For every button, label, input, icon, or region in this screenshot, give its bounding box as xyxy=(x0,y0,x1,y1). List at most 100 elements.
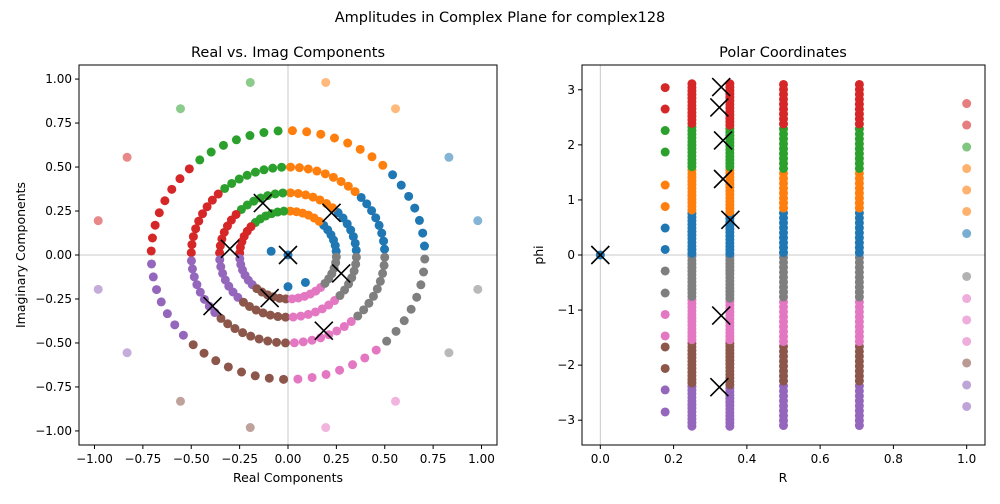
x-tick-label: 0.4 xyxy=(737,452,756,466)
scatter-point xyxy=(353,311,363,321)
scatter-point xyxy=(328,172,338,182)
scatter-point xyxy=(410,203,420,213)
polar-point xyxy=(962,271,972,281)
scatter-point xyxy=(288,312,298,322)
scatter-point xyxy=(348,360,358,370)
scatter-point xyxy=(234,174,244,184)
scatter-point xyxy=(215,241,225,251)
scatter-point xyxy=(315,195,325,205)
polar-panel: Polar Coordinates 0.0 0.2 0.4 0.6 0.8 1.0 −3−… xyxy=(531,45,986,485)
cross-marker xyxy=(202,296,223,316)
scatter-point xyxy=(147,259,157,269)
scatter-point xyxy=(242,170,252,180)
scatter-point xyxy=(419,241,429,251)
polar-x-label: R xyxy=(779,470,788,485)
scatter-point xyxy=(272,337,282,347)
scatter-point xyxy=(216,313,226,323)
scatter-point xyxy=(286,162,296,172)
scatter-point xyxy=(391,104,401,114)
scatter-point xyxy=(332,326,342,336)
scatter-point xyxy=(391,396,401,406)
scatter-point xyxy=(245,423,255,433)
scatter-point xyxy=(160,196,170,206)
scatter-point xyxy=(279,374,289,384)
cross-marker xyxy=(590,245,610,265)
polar-point xyxy=(660,244,670,254)
x-tick-label: 0.8 xyxy=(884,452,903,466)
x-tick-label: 0.25 xyxy=(323,452,350,466)
y-tick-label: 2 xyxy=(567,138,575,152)
cross-marker xyxy=(331,263,351,284)
scatter-point xyxy=(122,152,132,162)
scatter-point xyxy=(287,126,297,136)
scatter-point xyxy=(237,367,247,377)
scatter-point xyxy=(374,220,384,230)
cartesian-x-ticks: −1.00 −0.75 −0.50 −0.25 0.00 0.25 0.50 0.75 1.00 xyxy=(76,445,495,466)
scatter-point xyxy=(350,238,360,248)
scatter-point xyxy=(473,284,483,294)
scatter-point xyxy=(416,280,426,290)
polar-point xyxy=(660,288,670,298)
scatter-point xyxy=(382,336,392,346)
x-tick-label: 1.00 xyxy=(468,452,495,466)
y-tick-label: −0.50 xyxy=(35,336,72,350)
scatter-point xyxy=(281,294,291,304)
scatter-point xyxy=(192,280,202,290)
polar-point xyxy=(660,385,670,395)
polar-point xyxy=(962,294,972,304)
y-tick-label: 0.75 xyxy=(45,116,72,130)
scatter-point xyxy=(270,189,280,199)
scatter-point xyxy=(396,180,406,190)
scatter-point xyxy=(211,356,221,366)
cross-marker xyxy=(711,77,731,97)
scatter-point xyxy=(362,199,372,209)
scatter-point xyxy=(259,165,269,175)
scatter-point xyxy=(273,312,283,322)
scatter-point xyxy=(223,319,233,329)
polar-point xyxy=(660,83,670,93)
scatter-point xyxy=(245,77,255,87)
scatter-point xyxy=(300,277,310,287)
scatter-point xyxy=(246,331,256,341)
scatter-point xyxy=(444,348,454,358)
scatter-point xyxy=(254,334,264,344)
polar-point xyxy=(660,202,670,212)
scatter-point xyxy=(310,307,320,317)
scatter-point xyxy=(188,232,198,242)
scatter-point xyxy=(150,220,160,230)
polar-points xyxy=(595,79,972,431)
scatter-point xyxy=(258,308,268,318)
scatter-point xyxy=(265,310,275,320)
polar-point xyxy=(962,164,972,174)
y-tick-label: 1.00 xyxy=(45,72,72,86)
y-tick-label: 0.25 xyxy=(45,204,72,218)
cross-marker xyxy=(220,239,240,259)
scatter-point xyxy=(146,246,156,256)
scatter-point xyxy=(343,181,353,191)
scatter-point xyxy=(198,209,208,219)
scatter-point xyxy=(277,162,287,172)
scatter-point xyxy=(206,147,216,157)
scatter-point xyxy=(473,216,483,226)
scatter-point xyxy=(296,311,306,321)
scatter-point xyxy=(367,206,377,216)
x-tick-label: 0.2 xyxy=(664,452,683,466)
y-tick-label: −2 xyxy=(557,358,575,372)
cross-marker xyxy=(713,130,733,151)
scatter-point xyxy=(321,369,331,379)
scatter-point xyxy=(371,213,381,223)
scatter-point xyxy=(199,294,209,304)
scatter-point xyxy=(404,191,414,201)
scatter-point xyxy=(307,335,317,345)
cross-marker xyxy=(720,210,740,230)
scatter-point xyxy=(351,259,361,269)
polar-point xyxy=(962,401,972,411)
scatter-point xyxy=(191,224,201,234)
cartesian-y-label: Imaginary Components xyxy=(13,182,28,328)
scatter-point xyxy=(285,188,295,198)
x-tick-label: 1.0 xyxy=(957,452,976,466)
scatter-point xyxy=(152,285,162,295)
scatter-point xyxy=(122,348,132,358)
scatter-point xyxy=(170,320,180,330)
scatter-point xyxy=(356,192,366,202)
